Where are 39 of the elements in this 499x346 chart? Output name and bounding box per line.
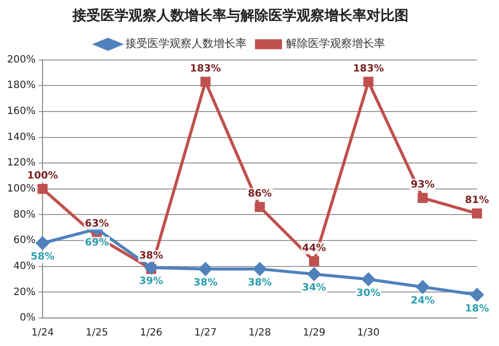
- data-label: 44%: [302, 242, 326, 254]
- y-tick-label: 40%: [13, 260, 36, 272]
- data-label: 100%: [27, 170, 58, 182]
- y-tick-label: 180%: [6, 80, 36, 92]
- x-tick-label: 1/25: [86, 328, 108, 339]
- data-label: 69%: [84, 238, 109, 249]
- data-label: 183%: [190, 63, 221, 74]
- data-label: 34%: [302, 282, 326, 294]
- data-label: 38%: [139, 250, 164, 262]
- data-label: 183%: [352, 63, 384, 74]
- data-label: 58%: [30, 252, 55, 263]
- data-label: 81%: [465, 195, 489, 206]
- data-label: 24%: [410, 296, 435, 307]
- data-label: 39%: [139, 276, 164, 288]
- legend-label: 接受医学观察人数增长率: [126, 37, 246, 50]
- x-tick-label: 1/27: [194, 328, 217, 339]
- x-tick-label: 1/26: [140, 328, 162, 339]
- y-tick-label: 140%: [6, 132, 36, 143]
- data-label: 93%: [410, 180, 435, 191]
- data-label: 30%: [356, 288, 380, 299]
- x-tick-label: 1/24: [31, 328, 54, 339]
- data-label: 38%: [194, 278, 218, 289]
- chart-title: 接受医学观察人数增长率与解除医学观察增长率对比图: [72, 7, 408, 24]
- y-tick-label: 20%: [13, 286, 36, 298]
- data-label: 63%: [84, 218, 109, 230]
- x-tick-label: 1/28: [248, 328, 272, 339]
- y-tick-label: 160%: [6, 106, 36, 118]
- y-tick-label: 60%: [13, 235, 36, 246]
- x-tick-label: 1/29: [302, 328, 326, 339]
- y-tick-label: 0%: [20, 312, 36, 324]
- y-tick-label: 80%: [13, 209, 36, 220]
- data-label: 86%: [248, 188, 272, 200]
- data-label: 38%: [248, 278, 272, 289]
- data-label: 18%: [465, 303, 489, 314]
- y-tick-label: 120%: [6, 158, 36, 169]
- y-tick-label: 200%: [6, 54, 36, 66]
- y-tick-label: 100%: [6, 183, 36, 194]
- legend-label: 解除医学观察增长率: [286, 37, 385, 50]
- x-tick-label: 1/30: [357, 328, 380, 339]
